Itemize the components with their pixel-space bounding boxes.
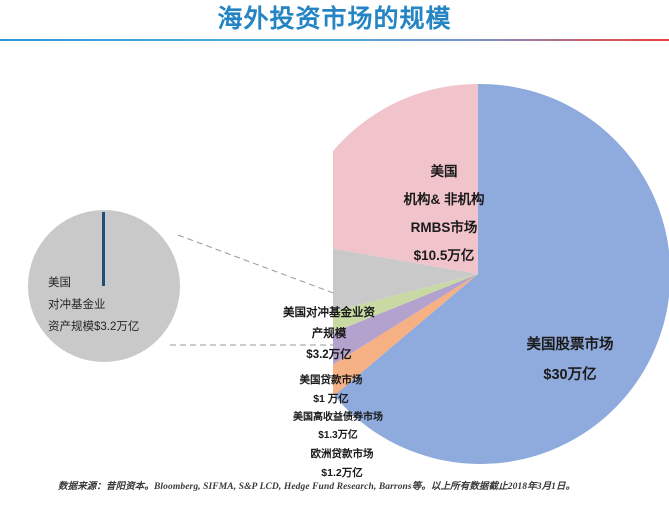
pie-label-hedge-fund-value: $3.2万亿: [306, 349, 352, 361]
pie-label-hedge-fund-line-2: 产规模: [311, 328, 347, 340]
pie-label-eu-loan: 欧洲贷款市场 $1.2万亿: [262, 445, 422, 483]
pie-label-rmbs-line-2: 机构& 非机构: [403, 192, 485, 207]
pie-label-eu-loan-value: $1.2万亿: [321, 467, 363, 479]
page-header: 海外投资市场的规模: [0, 0, 669, 45]
pie-label-us-equity: 美国股票市场 $30万亿: [480, 330, 660, 390]
pie-label-us-equity-title: 美国股票市场: [526, 337, 614, 353]
small-pie-slice-marker: [102, 212, 105, 286]
pie-label-hedge-fund-line-1: 美国对冲基金业资: [283, 307, 375, 319]
pie-label-us-loan-value: $1 万亿: [313, 393, 349, 405]
pie-label-rmbs-line-3: RMBS市场: [410, 220, 478, 235]
small-pie-label-line-1: 美国: [48, 277, 71, 289]
small-pie-label-line-3: 资产规模$3.2万亿: [48, 321, 140, 333]
pie-label-hedge-fund: 美国对冲基金业资 产规模 $3.2万亿: [236, 303, 422, 366]
pie-label-us-loan: 美国贷款市场 $1 万亿: [255, 371, 407, 409]
pie-label-high-yield-value: $1.3万亿: [318, 430, 358, 441]
pie-slice-us-equity[interactable]: [334, 83, 669, 464]
small-pie-label: 美国 对冲基金业 资产规模$3.2万亿: [48, 272, 223, 338]
source-footnote: 数据来源：昔阳资本。Bloomberg, SIFMA, S&P LCD, Hed…: [58, 482, 576, 492]
title-divider-rule: [0, 39, 669, 41]
pie-label-us-loan-title: 美国贷款市场: [299, 374, 363, 386]
pie-slice-hedge-fund[interactable]: [333, 241, 478, 321]
small-pie-label-line-2: 对冲基金业: [48, 299, 106, 311]
page-footer: 数据来源：昔阳资本。Bloomberg, SIFMA, S&P LCD, Hed…: [0, 478, 669, 508]
small-pie-chart[interactable]: 美国 对冲基金业 资产规模$3.2万亿: [28, 210, 228, 370]
pie-label-high-yield-title: 美国高收益债券市场: [293, 412, 383, 423]
pie-label-rmbs-line-1: 美国: [430, 164, 458, 179]
pie-label-high-yield: 美国高收益债券市场 $1.3万亿: [248, 409, 428, 445]
pie-label-rmbs: 美国 机构& 非机构 RMBS市场 $10.5万亿: [356, 158, 532, 270]
pie-label-us-equity-value: $30万亿: [543, 367, 597, 383]
pie-slice-rmbs[interactable]: [333, 83, 478, 274]
pie-label-eu-loan-title: 欧洲贷款市场: [310, 448, 374, 460]
page-title: 海外投资市场的规模: [217, 5, 452, 33]
pie-label-rmbs-value: $10.5万亿: [413, 248, 475, 263]
pie-slice-eu-loan[interactable]: [333, 274, 478, 396]
main-pie-chart[interactable]: [333, 78, 669, 470]
chart-stage: 美国 对冲基金业 资产规模$3.2万亿 美国 机构& 非机构 RMBS市场 $1…: [0, 45, 669, 479]
main-pie-svg: [333, 83, 669, 464]
